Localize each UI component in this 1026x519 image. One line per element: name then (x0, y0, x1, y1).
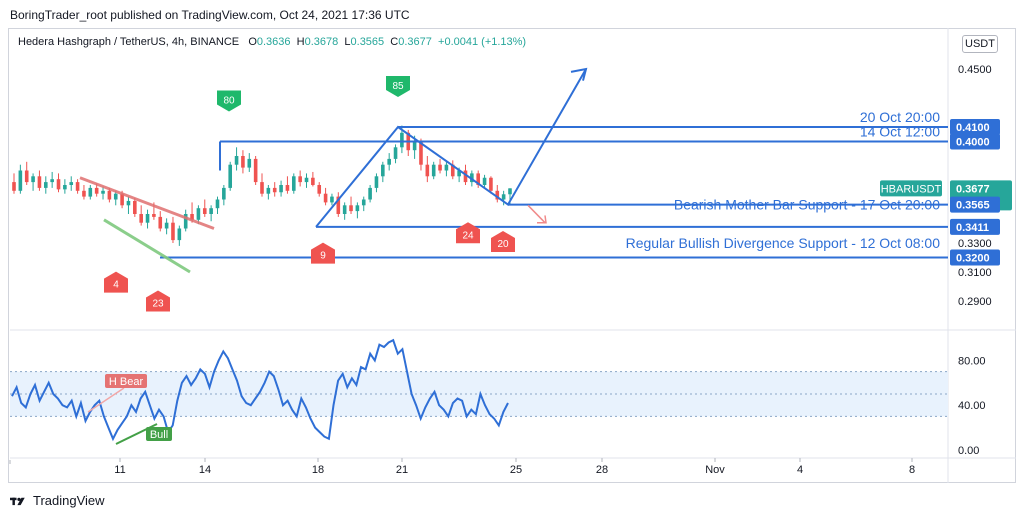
high-value: 0.3678 (304, 36, 339, 48)
chart-frame (8, 28, 1016, 483)
open-value: 0.3636 (256, 36, 291, 48)
publish-info: BoringTrader_root published on TradingVi… (10, 8, 410, 22)
high-label: H (296, 36, 305, 48)
footer-brand: TradingView (33, 493, 105, 508)
close-label: C (390, 36, 399, 48)
tradingview-logo-icon (10, 497, 25, 505)
currency-button[interactable]: USDT (962, 35, 998, 53)
open-label: O (248, 36, 257, 48)
low-value: 0.3565 (350, 36, 385, 48)
symbol-legend: Hedera Hashgraph / TetherUS, 4h, BINANCE… (18, 36, 526, 48)
change-value: +0.0041 (+1.13%) (438, 36, 527, 48)
low-label: L (344, 36, 351, 48)
symbol-name: Hedera Hashgraph / TetherUS, 4h, BINANCE (18, 36, 240, 48)
footer: TradingView (10, 493, 105, 508)
close-value: 0.3677 (398, 36, 432, 48)
